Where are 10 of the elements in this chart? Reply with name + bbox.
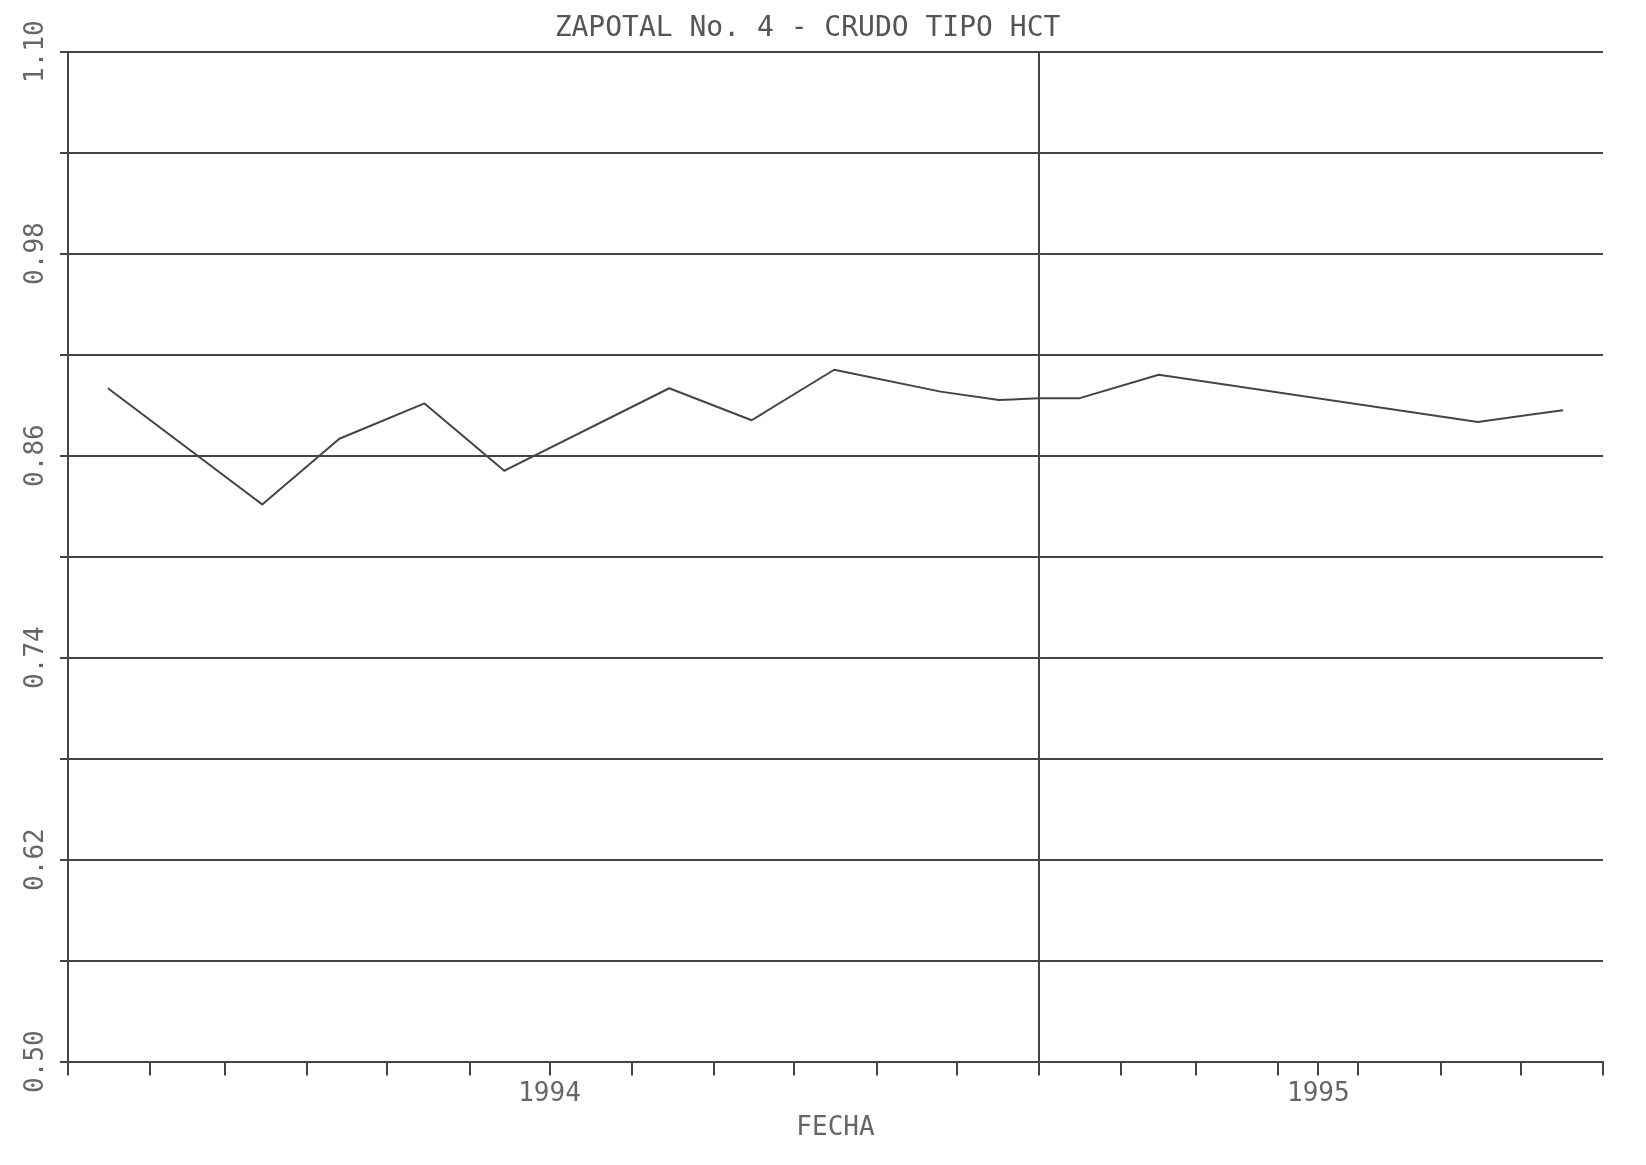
y-tick-label: 0.50	[18, 1030, 49, 1093]
chart-title: ZAPOTAL No. 4 - CRUDO TIPO HCT	[554, 10, 1061, 44]
y-tick-label: 0.74	[18, 626, 49, 689]
y-tick-label: 1.10	[18, 20, 49, 83]
y-tick-label: 0.86	[18, 424, 49, 487]
x-tick-label: 1994	[518, 1076, 581, 1107]
x-axis-title: FECHA	[796, 1111, 875, 1142]
y-tick-label: 0.98	[18, 222, 49, 285]
x-tick-label: 1995	[1287, 1076, 1350, 1107]
y-tick-label: 0.62	[18, 828, 49, 891]
